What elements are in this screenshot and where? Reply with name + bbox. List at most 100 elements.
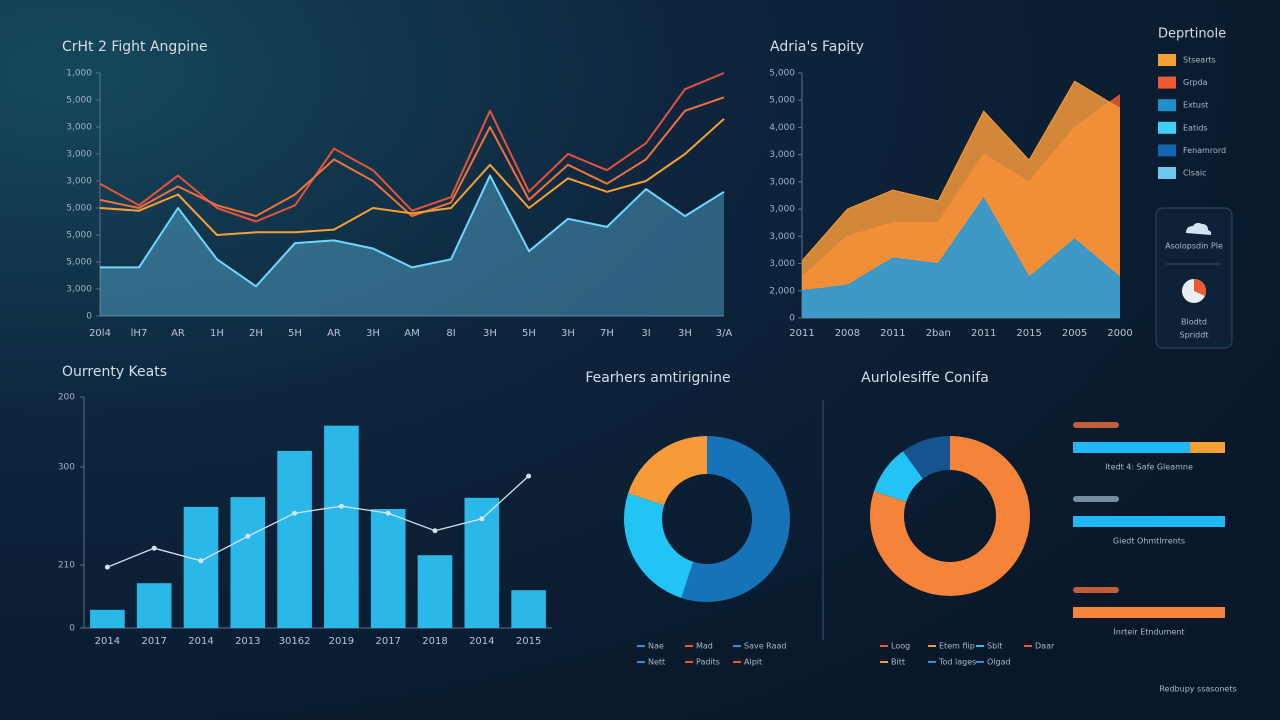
- x-tick-label: 2014: [469, 636, 494, 647]
- legend-label: Daar: [1035, 642, 1055, 651]
- legend-label: Olgad: [987, 658, 1011, 667]
- x-tick-label: 1H: [210, 328, 224, 339]
- x-tick-label: 2014: [188, 636, 213, 647]
- chart-title: Aurlolesiffe Conifa: [861, 370, 989, 386]
- x-tick-label: 2019: [329, 636, 354, 647]
- progress-label: Inrteir Etndument: [1113, 628, 1184, 637]
- progress-pill: [1073, 587, 1119, 593]
- x-tick-label: AR: [171, 328, 185, 339]
- footnote: Redbupy ssasonets: [1159, 685, 1236, 694]
- legend-label: Bitt: [891, 658, 905, 667]
- chart-title: Adria's Fapity: [770, 39, 864, 55]
- legend-title: Deprtinole: [1158, 27, 1226, 42]
- y-tick-label: 3,000: [769, 205, 795, 215]
- bar: [277, 450, 312, 628]
- line-point: [432, 528, 438, 534]
- y-tick-label: 4,000: [769, 123, 795, 133]
- legend-label: Grpda: [1183, 78, 1208, 87]
- line-point: [104, 564, 110, 570]
- x-tick-label: 5H: [522, 328, 536, 339]
- bar: [417, 555, 453, 628]
- progress-segment: [1073, 442, 1191, 453]
- line-point: [526, 473, 532, 479]
- x-tick-label: 30162: [279, 636, 311, 647]
- widget-card: [1155, 207, 1233, 349]
- y-tick-label: 5,000: [66, 231, 92, 241]
- x-tick-label: 2008: [835, 328, 860, 339]
- legend-label: Save Raad: [744, 642, 786, 651]
- x-tick-label: 3H: [678, 328, 692, 339]
- x-tick-label: 3H: [366, 328, 380, 339]
- pie-slice: [873, 451, 923, 502]
- legend-label: Padits: [696, 658, 720, 667]
- legend-swatch: [1158, 76, 1176, 89]
- legend-label: Alpit: [744, 658, 762, 667]
- widget-footer: Blodtd: [1181, 318, 1207, 327]
- y-tick-label: 3,000: [66, 285, 92, 295]
- progress-segment: [1190, 442, 1225, 453]
- area: [802, 198, 1120, 318]
- bar: [136, 583, 172, 628]
- progress-segment: [1073, 607, 1225, 618]
- widget-caption: Asolopsdin Ple: [1165, 242, 1223, 251]
- line: [107, 475, 530, 568]
- pie-slice: [624, 493, 694, 598]
- legend-swatch: [1158, 144, 1176, 157]
- bar: [230, 497, 266, 628]
- x-tick-label: 3I: [641, 328, 650, 339]
- line-point: [151, 545, 157, 551]
- x-tick-label: 7H: [600, 328, 614, 339]
- y-tick-label: 3,000: [769, 259, 795, 269]
- y-tick-label: 0: [86, 312, 92, 322]
- chart-title: Ourrenty Keats: [62, 364, 167, 380]
- y-tick-label: 3,000: [66, 123, 92, 133]
- pie-slice: [681, 436, 790, 602]
- x-tick-label: 2ban: [926, 328, 951, 339]
- line-point: [292, 510, 298, 516]
- line-point: [198, 558, 204, 564]
- y-tick-label: 0: [789, 314, 795, 324]
- bar: [370, 509, 406, 628]
- widget-footer: Spriddt: [1180, 331, 1209, 340]
- y-tick-label: 3,000: [769, 177, 795, 187]
- y-tick-label: 1,000: [66, 69, 92, 79]
- line: [99, 118, 725, 236]
- x-tick-label: 2000: [1107, 328, 1132, 339]
- y-tick-label: 200: [58, 393, 75, 403]
- line: [801, 197, 1121, 292]
- legend-swatch: [1158, 54, 1176, 66]
- x-tick-label: 2015: [1016, 328, 1041, 339]
- x-tick-label: 2018: [422, 636, 447, 647]
- legend-label: Fenamrord: [1183, 146, 1226, 155]
- line: [99, 96, 725, 218]
- y-tick-label: 3,000: [66, 150, 92, 160]
- area: [100, 175, 724, 316]
- y-tick-label: 3,000: [66, 177, 92, 187]
- y-tick-label: 5,000: [66, 258, 92, 268]
- cloud-icon: [1186, 222, 1212, 235]
- line-point: [385, 510, 391, 516]
- x-tick-label: 2011: [971, 328, 996, 339]
- x-tick-label: AR: [327, 328, 341, 339]
- x-tick-label: AM: [404, 328, 419, 339]
- x-tick-label: lH7: [131, 328, 148, 339]
- bar: [511, 590, 546, 628]
- y-tick-label: 210: [58, 561, 75, 571]
- legend-label: Sblt: [987, 642, 1003, 651]
- x-tick-label: 2017: [141, 636, 166, 647]
- legend-label: Extust: [1183, 101, 1208, 110]
- x-tick-label: 8I: [446, 328, 455, 339]
- chart-title: Fearhers amtirignine: [585, 370, 730, 386]
- x-tick-label: 2017: [375, 636, 400, 647]
- legend-label: Nae: [648, 642, 664, 651]
- pie-slice: [628, 436, 707, 506]
- x-tick-label: 3H: [561, 328, 575, 339]
- line: [99, 72, 725, 223]
- y-tick-label: 300: [58, 463, 75, 473]
- line-point: [245, 533, 251, 539]
- x-tick-label: 2011: [789, 328, 814, 339]
- x-tick-label: 2014: [95, 636, 120, 647]
- progress-pill: [1073, 422, 1119, 428]
- y-tick-label: 3,000: [769, 150, 795, 160]
